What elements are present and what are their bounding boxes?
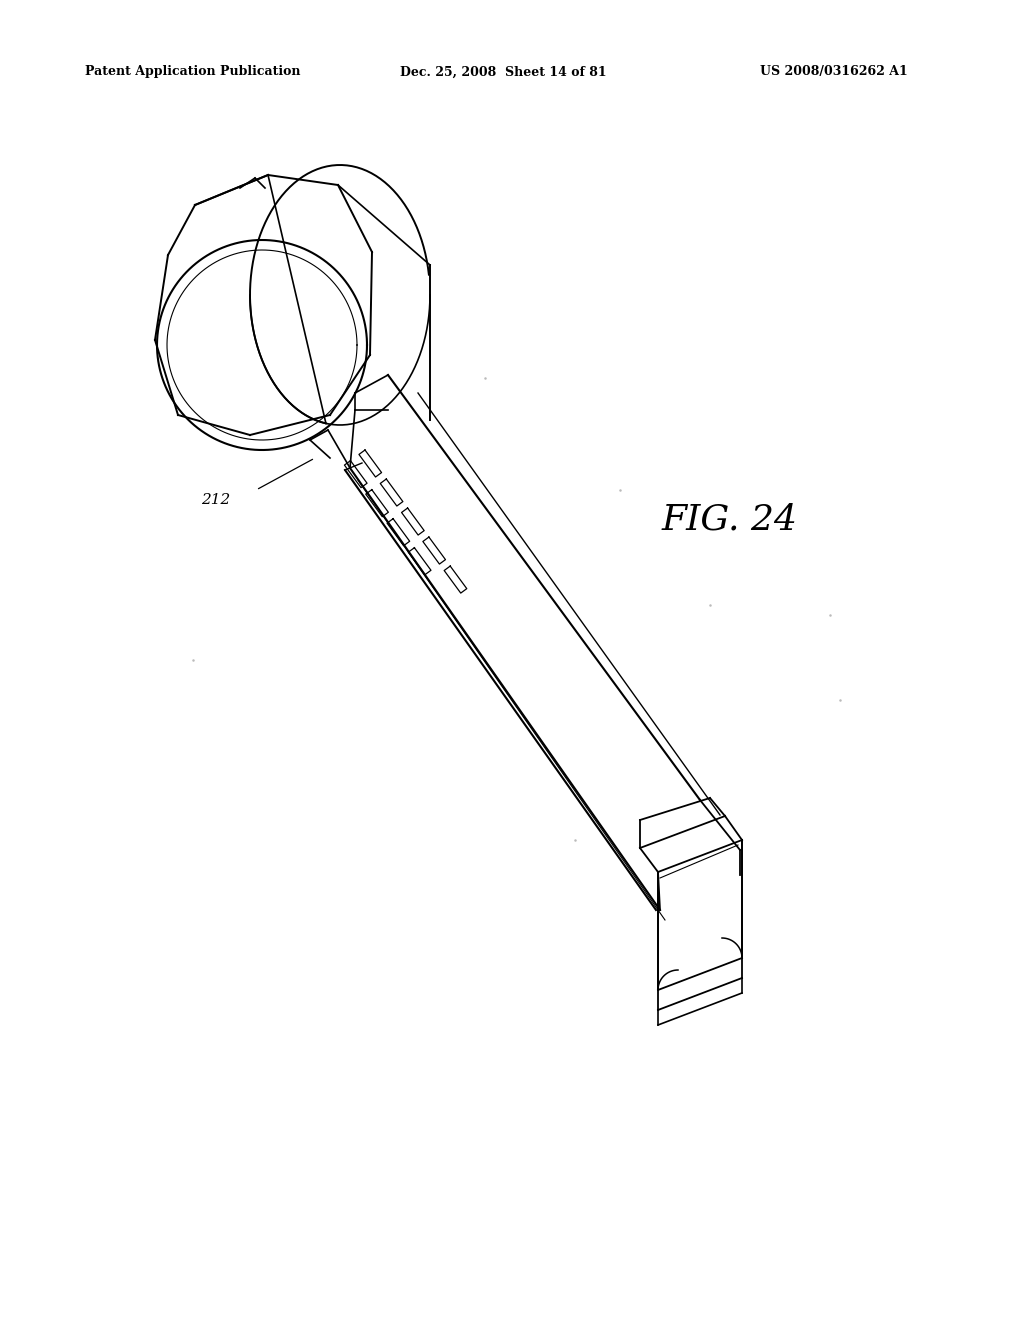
- Text: FIG. 24: FIG. 24: [662, 503, 798, 537]
- Text: US 2008/0316262 A1: US 2008/0316262 A1: [760, 66, 907, 78]
- Text: 212: 212: [201, 492, 230, 507]
- Text: Patent Application Publication: Patent Application Publication: [85, 66, 300, 78]
- Text: Dec. 25, 2008  Sheet 14 of 81: Dec. 25, 2008 Sheet 14 of 81: [400, 66, 606, 78]
